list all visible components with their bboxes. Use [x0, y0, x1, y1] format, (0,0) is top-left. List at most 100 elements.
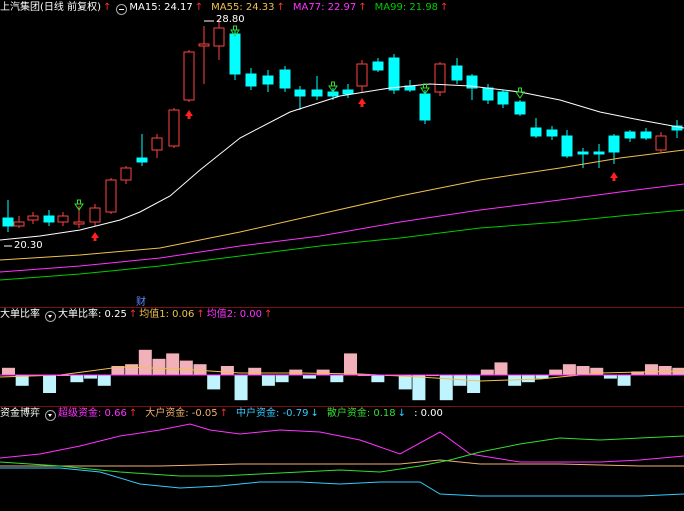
ratio-bar: [371, 375, 385, 383]
kline-chart[interactable]: [0, 0, 684, 307]
candle-body: [151, 137, 163, 151]
ratio-bar: [644, 364, 658, 375]
ratio-bar: [234, 375, 248, 401]
candle-body: [530, 127, 542, 137]
mid-trend-icon: ↓: [310, 408, 319, 419]
candle-body: [311, 89, 323, 97]
candle-body: [640, 131, 652, 139]
sell-signal-icon: [515, 87, 525, 99]
candle-body: [262, 75, 274, 85]
candle-body: [245, 73, 257, 87]
ratio-bar: [248, 367, 262, 375]
fund-game-legend: 资金博弈 超级资金: 0.66 ↑ 大户资金: -0.05 ↑ 中户资金: -0…: [0, 407, 445, 421]
candle-body: [105, 179, 117, 213]
candle-body: [43, 215, 55, 223]
candle-body: [198, 43, 210, 47]
big-order-pane[interactable]: 大单比率 大单比率: 0.25 ↑ 均值1: 0.06 ↑ 均值2: 0.00 …: [0, 307, 684, 406]
super-fund-label: 超级资金: 0.66: [58, 408, 127, 419]
ratio-bar: [2, 367, 15, 375]
big-order-legend: 大单比率 大单比率: 0.25 ↑ 均值1: 0.06 ↑ 均值2: 0.00 …: [0, 308, 274, 322]
ma15-line: [0, 83, 684, 241]
buy-signal-icon: [185, 110, 193, 119]
ratio-bar: [70, 375, 84, 383]
big-order-title: 大单比率: [0, 309, 40, 320]
retail-fund-line: [0, 435, 684, 477]
candle-body: [434, 63, 446, 93]
candle-body: [120, 167, 132, 181]
ma55-label: MA55: 24.33: [211, 2, 275, 13]
collapse-icon[interactable]: [116, 3, 128, 15]
buy-signal-icon: [610, 172, 618, 181]
dropdown-icon[interactable]: [45, 409, 56, 421]
ma77-label: MA77: 22.97: [292, 2, 357, 13]
ratio-bar: [316, 369, 330, 375]
avg1-line: [0, 366, 684, 382]
candle-body: [577, 151, 589, 155]
candle-body: [593, 151, 605, 155]
ratio-bar: [111, 366, 125, 375]
buy-signal-icon: [358, 98, 366, 107]
fund-game-chart[interactable]: [0, 406, 684, 511]
candle-body: [388, 57, 400, 91]
ratio-bar: [494, 362, 508, 375]
mid-fund-label: 中户资金: -0.79: [236, 408, 309, 419]
sell-signal-icon: [420, 83, 430, 95]
dropdown-icon[interactable]: [45, 310, 56, 322]
ratio-bar: [617, 375, 631, 386]
sell-signal-icon: [328, 81, 338, 93]
ratio-bar: [179, 360, 193, 375]
finance-marker[interactable]: 财: [136, 297, 146, 308]
ratio-bar: [508, 375, 522, 386]
ma77-trend-icon: ↑: [358, 2, 367, 13]
sell-signal-icon: [74, 199, 84, 211]
pane-divider[interactable]: [0, 406, 684, 407]
ratio-bar: [275, 375, 289, 383]
ratio-bar: [261, 375, 275, 386]
ma15-label: MA15: 24.17: [129, 2, 193, 13]
large-fund-label: 大户资金: -0.05: [145, 408, 218, 419]
ratio-bar: [138, 349, 152, 375]
low-price-label: 20.30: [14, 240, 43, 251]
avg2-trend-icon: ↑: [263, 309, 273, 320]
fund-game-title: 资金博弈: [0, 408, 40, 419]
ratio-bar: [125, 364, 139, 375]
candle-body: [294, 89, 306, 97]
candle-body: [466, 75, 478, 89]
ratio-bar: [43, 375, 57, 393]
pane-divider[interactable]: [0, 307, 684, 308]
ratio-bar: [344, 353, 357, 375]
stock-title: 上汽集团(日线 前复权): [0, 2, 101, 13]
ratio-bar: [480, 369, 494, 375]
kline-pane[interactable]: 上汽集团(日线 前复权) ↑ MA15: 24.17 ↑ MA55: 24.33…: [0, 0, 684, 308]
ma99-trend-icon: ↑: [440, 2, 449, 13]
ratio-bar: [658, 366, 672, 375]
ratio-bar: [549, 369, 563, 375]
candle-body: [183, 51, 195, 101]
ma15-trend-icon: ↑: [194, 2, 204, 13]
ratio-bar: [330, 375, 344, 383]
avg2-label: 均值2: 0.00: [206, 309, 262, 320]
candle-body: [168, 109, 180, 147]
candle-body: [279, 69, 291, 89]
ma55-line: [0, 149, 684, 261]
ma55-trend-icon: ↑: [276, 2, 285, 13]
big-order-chart[interactable]: [0, 307, 684, 406]
candle-body: [624, 131, 636, 139]
big-order-value: 大单比率: 0.25: [58, 309, 127, 320]
fund-game-pane[interactable]: 资金博弈 超级资金: 0.66 ↑ 大户资金: -0.05 ↑ 中户资金: -0…: [0, 406, 684, 511]
ratio-bar: [535, 375, 549, 379]
ratio-bar: [603, 375, 617, 379]
ratio-bar: [97, 375, 111, 386]
candle-body: [27, 215, 39, 221]
super-fund-line: [0, 423, 684, 463]
up-arrow-icon: ↑: [102, 2, 112, 13]
candle-body: [342, 89, 354, 95]
large-trend-icon: ↑: [219, 408, 229, 419]
high-price-label: 28.80: [216, 14, 245, 25]
candle-body: [73, 221, 85, 225]
retail-fund-label: 散户资金: 0.18: [326, 408, 396, 419]
retail-trend-icon: ↓: [397, 408, 407, 419]
candle-body: [608, 135, 620, 153]
mid-fund-line: [0, 467, 684, 497]
buy-signal-icon: [91, 232, 99, 241]
